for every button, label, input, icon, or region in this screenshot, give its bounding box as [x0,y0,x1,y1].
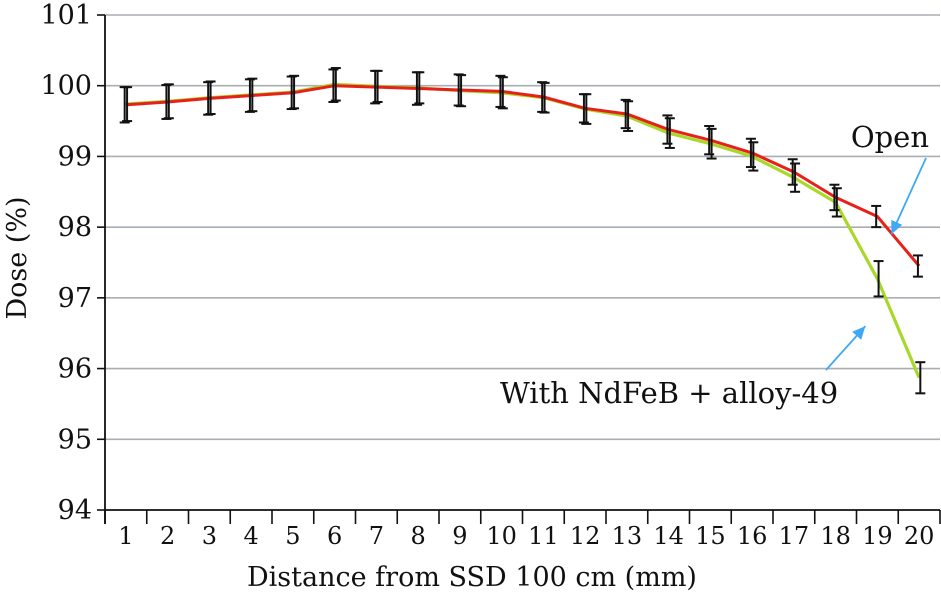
errorbar-ndfeb [831,187,842,218]
x-tick-label: 19 [862,522,893,550]
x-tick-label: 17 [779,522,810,550]
errorbar-ndfeb [706,127,717,160]
errorbar-ndfeb [664,117,675,149]
y-tick-label: 100 [40,71,92,102]
x-tick-label: 5 [285,522,300,550]
errorbar-ndfeb [414,71,425,105]
annotation-ndfeb-label: With NdFeB + alloy-49 [500,376,838,410]
x-tick-label: 3 [202,522,217,550]
y-tick-label: 99 [58,141,92,172]
annotation-open-label: Open [851,120,929,154]
x-tick-label: 18 [820,522,851,550]
errorbar-ndfeb [581,93,592,125]
x-tick-label: 13 [612,522,643,550]
errorbar-ndfeb [122,86,133,123]
errorbar-ndfeb [623,100,634,132]
axes [97,14,941,524]
errorbar-ndfeb [497,76,508,110]
annotation-ndfeb-arrow [825,325,867,371]
errorbar-ndfeb [289,74,300,110]
y-tick-label: 94 [58,495,92,526]
x-tick-label: 7 [369,522,384,550]
series-line-ndfeb [125,82,921,379]
errorbar-ndfeb [205,80,216,115]
y-tick-label: 95 [58,424,92,455]
errorbar-ndfeb [790,162,801,193]
errorbar-ndfeb [330,67,341,102]
y-axis-title: Dose (%) [2,196,33,319]
series-line-open [125,84,921,267]
x-tick-label: 1 [118,522,133,550]
error-bars [119,67,926,395]
x-tick-label: 15 [695,522,726,550]
x-tick-label: 20 [904,522,935,550]
y-tick-label: 96 [58,354,92,385]
errorbar-ndfeb [456,74,467,108]
errorbar-open [912,254,923,278]
x-axis-title: Distance from SSD 100 cm (mm) [247,562,697,593]
y-tick-label: 97 [58,283,92,314]
errorbar-ndfeb [748,141,759,172]
x-tick-label: 11 [528,522,559,550]
series-lines [125,82,921,379]
annotation-open-arrow [890,157,927,235]
x-tick-label: 2 [160,522,175,550]
errorbar-open [871,204,882,229]
y-tick-label: 98 [58,212,92,243]
errorbar-ndfeb [915,361,926,395]
x-tick-label: 9 [452,522,467,550]
errorbar-ndfeb [372,69,383,103]
annotations: Open With NdFeB + alloy-49 [500,120,929,410]
x-tick-label: 12 [570,522,601,550]
x-tick-label: 14 [653,522,684,550]
errorbar-ndfeb [163,83,174,120]
y-tick-label: 101 [40,0,92,31]
x-tick-label: 8 [410,522,425,550]
errorbar-ndfeb [539,81,550,114]
errorbar-ndfeb [247,77,258,113]
x-tick-label: 4 [243,522,258,550]
x-tick-label: 16 [737,522,768,550]
errorbar-ndfeb [873,260,884,298]
gridlines [105,14,940,441]
x-tick-label: 6 [327,522,342,550]
x-tick-label: 10 [486,522,517,550]
